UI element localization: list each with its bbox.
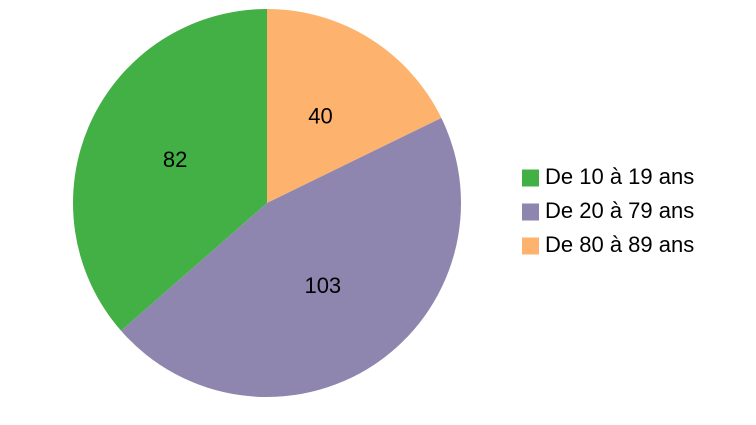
data-label-80-89: 40 — [308, 103, 332, 128]
legend-swatch-80-89 — [522, 237, 539, 255]
legend-label-10-19: De 10 à 19 ans — [545, 164, 694, 189]
legend-swatch-10-19 — [522, 169, 539, 187]
pie-data-labels: 40 103 82 — [163, 103, 341, 298]
legend-label-80-89: De 80 à 89 ans — [545, 232, 694, 257]
data-label-20-79: 103 — [304, 273, 341, 298]
pie-slice-10-19 — [73, 9, 268, 331]
pie-slices — [73, 9, 462, 397]
chart-legend: De 10 à 19 ans De 20 à 79 ans De 80 à 89 a… — [522, 164, 694, 257]
pie-slice-80-89 — [267, 9, 442, 203]
data-label-10-19: 82 — [163, 147, 187, 172]
legend-label-20-79: De 20 à 79 ans — [545, 198, 694, 223]
pie-slice-20-79 — [121, 117, 462, 397]
legend-swatch-20-79 — [522, 203, 539, 221]
